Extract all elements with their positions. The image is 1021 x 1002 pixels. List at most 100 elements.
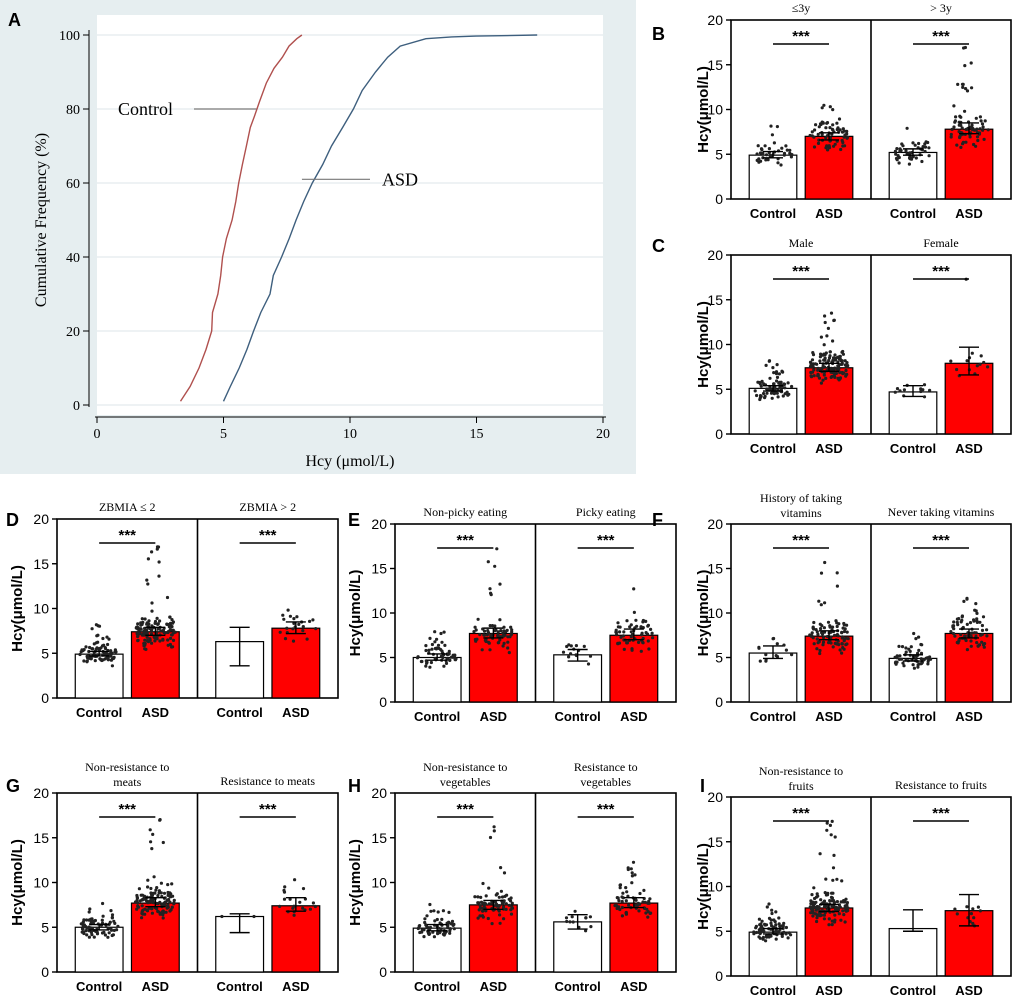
data-point — [764, 653, 768, 657]
data-point — [894, 662, 898, 666]
data-point — [775, 379, 779, 383]
panel-label-i: I — [700, 776, 705, 796]
group-title: Resistance to — [574, 760, 638, 774]
data-point — [149, 900, 154, 904]
data-point — [895, 158, 899, 162]
data-point — [641, 641, 645, 645]
data-point — [492, 829, 496, 833]
data-point — [980, 122, 985, 126]
data-point — [153, 621, 157, 626]
data-point — [107, 637, 111, 641]
data-point — [824, 136, 828, 140]
data-point — [137, 887, 141, 891]
data-point — [93, 918, 97, 923]
data-point — [840, 370, 844, 375]
data-point — [827, 358, 831, 363]
data-point — [141, 908, 145, 912]
y-tick-label: 100 — [59, 29, 80, 44]
data-point — [155, 907, 159, 911]
data-point — [816, 132, 820, 136]
data-point — [429, 660, 433, 665]
data-point — [614, 630, 619, 635]
y-tick-label: 20 — [33, 785, 49, 801]
data-point — [496, 630, 500, 634]
data-point — [145, 622, 149, 626]
data-point — [774, 910, 778, 914]
y-tick-label: 15 — [707, 292, 723, 308]
data-point — [97, 624, 102, 628]
data-point — [986, 128, 990, 132]
data-point — [630, 881, 634, 885]
data-point — [971, 907, 975, 911]
data-point — [972, 916, 976, 920]
data-point — [154, 888, 158, 892]
data-point — [502, 871, 507, 875]
data-point — [965, 127, 969, 131]
data-point — [613, 904, 617, 908]
data-point — [166, 883, 170, 887]
data-point — [968, 621, 973, 625]
data-point — [962, 599, 966, 604]
data-point — [510, 901, 514, 905]
data-point — [501, 644, 505, 648]
data-point — [965, 622, 969, 627]
data-point — [474, 639, 478, 643]
data-point — [809, 362, 813, 366]
data-point — [424, 664, 428, 668]
data-point — [146, 885, 150, 889]
data-point — [87, 918, 91, 922]
data-point — [954, 115, 958, 119]
data-point — [487, 902, 491, 906]
data-point — [834, 908, 838, 912]
y-tick-label: 5 — [715, 381, 723, 397]
group-title: Picky eating — [576, 505, 636, 519]
panel-i: I 0 5 10 15 20 Hcy(μmol/L) Non-resistance tofru… — [695, 764, 1012, 998]
data-point — [447, 920, 451, 924]
data-point — [835, 621, 839, 625]
data-point — [831, 878, 835, 882]
data-point — [822, 901, 826, 905]
data-point — [833, 366, 837, 370]
x-category-label: Control — [555, 979, 601, 994]
data-point — [927, 154, 931, 158]
data-point — [150, 911, 154, 915]
data-point — [893, 149, 898, 153]
data-point — [829, 833, 833, 837]
data-point — [774, 930, 779, 934]
data-point — [760, 379, 764, 383]
panel-label-h: H — [348, 776, 361, 796]
data-point — [103, 646, 108, 651]
data-point — [828, 354, 832, 358]
data-point — [165, 595, 170, 600]
data-point — [777, 372, 782, 376]
data-point — [904, 650, 908, 654]
data-point — [831, 128, 835, 132]
data-point — [758, 927, 762, 931]
data-point — [846, 906, 850, 910]
data-point — [170, 633, 174, 637]
data-point — [85, 933, 89, 937]
significance-label: *** — [932, 28, 950, 45]
data-point — [170, 905, 174, 909]
data-point — [150, 907, 154, 911]
data-point — [308, 619, 312, 624]
x-category-label: Control — [217, 705, 263, 720]
data-point — [171, 645, 175, 649]
data-point — [168, 615, 172, 619]
data-point — [904, 149, 908, 153]
y-axis-label: Hcy(μmol/L) — [695, 570, 712, 657]
panel-d: D 0 5 10 15 20 Hcy(μmol/L) ZBMIA ≤ 2 Control ASD *… — [6, 500, 339, 720]
group-title: > 3y — [930, 1, 952, 15]
data-point — [569, 652, 573, 656]
data-point — [168, 642, 172, 647]
data-point — [790, 384, 794, 389]
data-point — [452, 927, 456, 931]
data-point — [894, 152, 898, 156]
data-point — [817, 599, 821, 603]
data-point — [642, 888, 646, 893]
data-point — [449, 655, 454, 659]
data-point — [828, 105, 832, 109]
data-point — [144, 647, 148, 652]
data-point — [770, 924, 774, 928]
data-point — [293, 878, 297, 882]
